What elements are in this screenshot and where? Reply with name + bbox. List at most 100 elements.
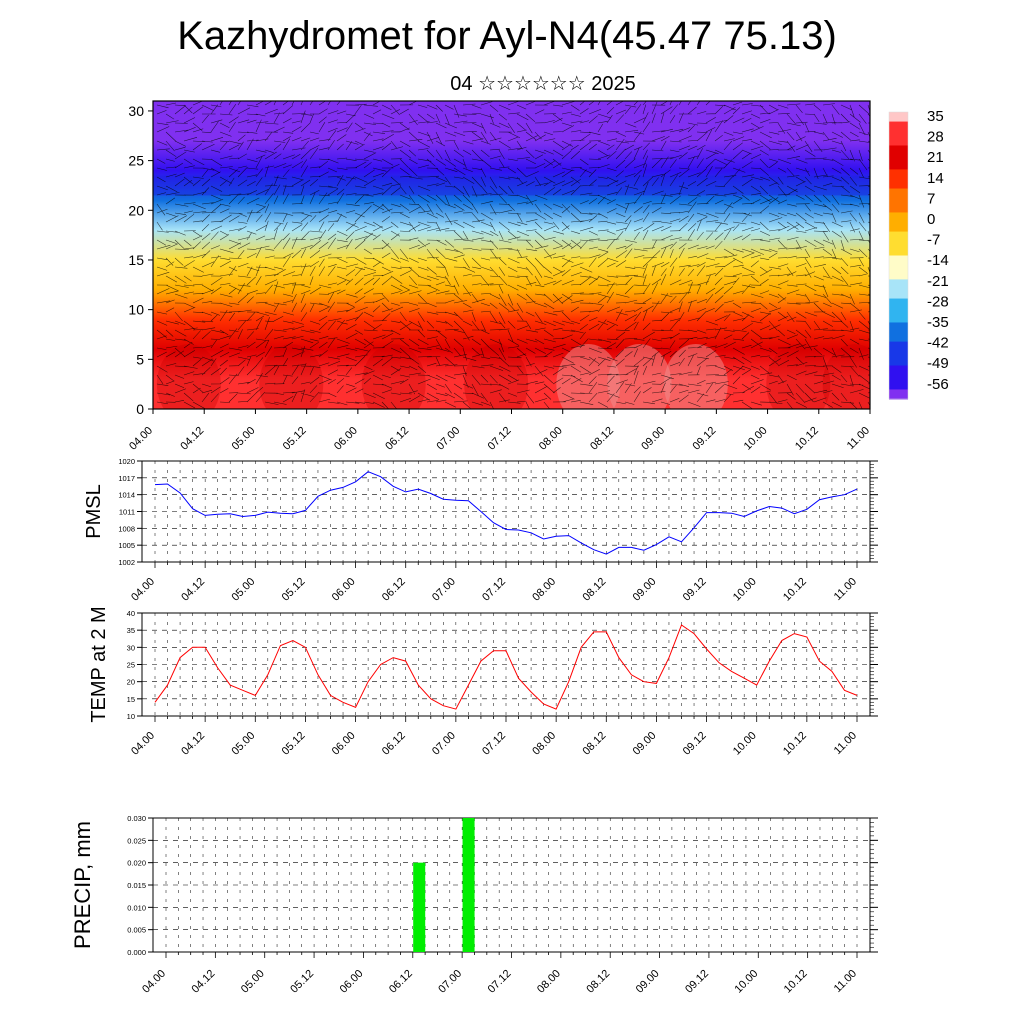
colorbar-cell (889, 174, 908, 180)
y-tick-label: 1008 (118, 524, 135, 533)
colorbar-cell (889, 394, 908, 400)
x-tick-label: 08.00 (537, 425, 565, 453)
colorbar-cell (889, 155, 908, 161)
warm-core (663, 344, 728, 409)
x-tick-label: 07.00 (430, 576, 458, 604)
colorbar-label: -35 (927, 314, 949, 331)
y-tick-label: 0.030 (127, 814, 146, 823)
x-tick-label: 10.00 (731, 730, 759, 758)
colorbar-cell (889, 308, 908, 314)
x-tick-label: 05.12 (288, 968, 316, 996)
x-tick-label: 11.00 (832, 576, 859, 603)
colorbar-label: -7 (927, 232, 940, 249)
colorbar-cell (889, 231, 908, 237)
colorbar-label: 28 (927, 129, 944, 146)
x-tick-label: 10.12 (793, 425, 821, 453)
wind-streamlines (156, 101, 870, 409)
x-tick-label: 04.00 (127, 425, 155, 453)
colorbar-cell (889, 341, 908, 347)
wind-strokes (156, 101, 870, 409)
colorbar-cell (889, 159, 908, 166)
x-tick-label: 05.12 (280, 730, 308, 758)
x-tick-label: 11.00 (832, 730, 859, 757)
colorbar-cell (889, 135, 908, 142)
precip-bar (462, 818, 475, 952)
colorbar-cell (889, 178, 908, 185)
x-tick-label: 04.12 (179, 730, 207, 758)
colorbar-label: -21 (927, 273, 949, 290)
y-tick-label: 0 (136, 401, 144, 417)
y-tick-label: 1014 (118, 491, 135, 500)
x-tick-label: 09.00 (631, 730, 659, 758)
x-tick-label: 09.12 (683, 968, 711, 996)
x-tick-label: 08.00 (535, 968, 563, 996)
y-axis-title: PRECIP, mm (70, 821, 95, 949)
precip-panel: 0.000 0.005 0.010 0.015 0.020 0.025 0.030 04.00… (70, 814, 878, 996)
x-tick-label: 05.00 (229, 576, 257, 604)
colorbar-cell (889, 346, 908, 352)
y-tick-label: 0.015 (127, 881, 146, 890)
warm-core (822, 344, 870, 409)
y-tick-label: 0.000 (127, 948, 146, 957)
x-tick-label: 11.00 (845, 425, 872, 452)
colorbar-cell (889, 317, 908, 324)
x-tick-label: 04.00 (129, 730, 157, 758)
x-tick-label: 05.00 (239, 968, 267, 996)
colorbar-cell (889, 112, 908, 118)
x-tick-label: 08.12 (580, 730, 608, 758)
x-tick-label: 06.12 (387, 968, 415, 996)
x-tick-label: 10.00 (742, 425, 770, 453)
x-tick-label: 10.12 (782, 968, 810, 996)
y-tick-label: 0.010 (127, 903, 146, 912)
y-tick-label: 15 (127, 695, 135, 704)
y-tick-label: 40 (127, 609, 135, 618)
x-tick-label: 09.12 (681, 730, 709, 758)
x-tick-label: 06.00 (330, 576, 358, 604)
x-tick-label: 04.12 (190, 968, 218, 996)
y-tick-label: 20 (127, 678, 135, 687)
colorbar-cell (889, 188, 908, 194)
colorbar-label: 0 (927, 211, 935, 228)
colorbar-cell (889, 360, 908, 367)
colorbar-label: -49 (927, 355, 949, 372)
y-tick-label: 1002 (118, 558, 135, 567)
x-tick-label: 09.00 (639, 425, 667, 453)
y-tick-label: 15 (128, 252, 144, 268)
warm-core (766, 344, 831, 409)
x-tick-label: 08.12 (584, 968, 612, 996)
warm-core (259, 344, 324, 409)
colorbar-cell (889, 265, 908, 271)
x-tick-label: 05.12 (281, 425, 309, 453)
x-tick-label: 06.00 (332, 425, 360, 453)
x-tick-label: 07.12 (480, 730, 508, 758)
colorbar-cell (889, 140, 908, 147)
y-tick-label: 1020 (118, 457, 135, 466)
x-tick-label: 06.00 (330, 730, 358, 758)
colorbar-cell (889, 279, 908, 285)
colorbar-cell (889, 164, 908, 170)
colorbar-label: 21 (927, 149, 944, 166)
colorbar-frame (888, 111, 909, 400)
warm-core (464, 344, 529, 409)
colorbar-labels: 35 28 21 14 7 0 -7 -14 -21 -28 -35 -42 -49 -56 (927, 108, 949, 393)
x-tick-label: 07.12 (486, 968, 514, 996)
colorbar-cell (889, 145, 908, 151)
colorbar-label: -14 (927, 252, 949, 269)
y-tick-label: 0.005 (127, 926, 146, 935)
colorbar-cell (889, 379, 908, 386)
colorbar-cell (889, 351, 908, 357)
y-tick-label: 5 (136, 351, 144, 367)
x-tick-label: 05.00 (229, 730, 257, 758)
y-tick-label: 30 (127, 643, 135, 652)
x-tick-label: 08.00 (530, 730, 558, 758)
x-tick-label: 09.00 (634, 968, 662, 996)
colorbar-cell (889, 303, 908, 309)
x-tick-label: 04.00 (140, 968, 168, 996)
x-tick-label: 08.12 (588, 425, 616, 453)
colorbar-cell (889, 193, 908, 199)
x-tick-label: 07.12 (480, 576, 508, 604)
colorbar-cell (889, 288, 908, 295)
colorbar-cell (889, 284, 908, 290)
x-tick-label: 10.12 (781, 730, 809, 758)
